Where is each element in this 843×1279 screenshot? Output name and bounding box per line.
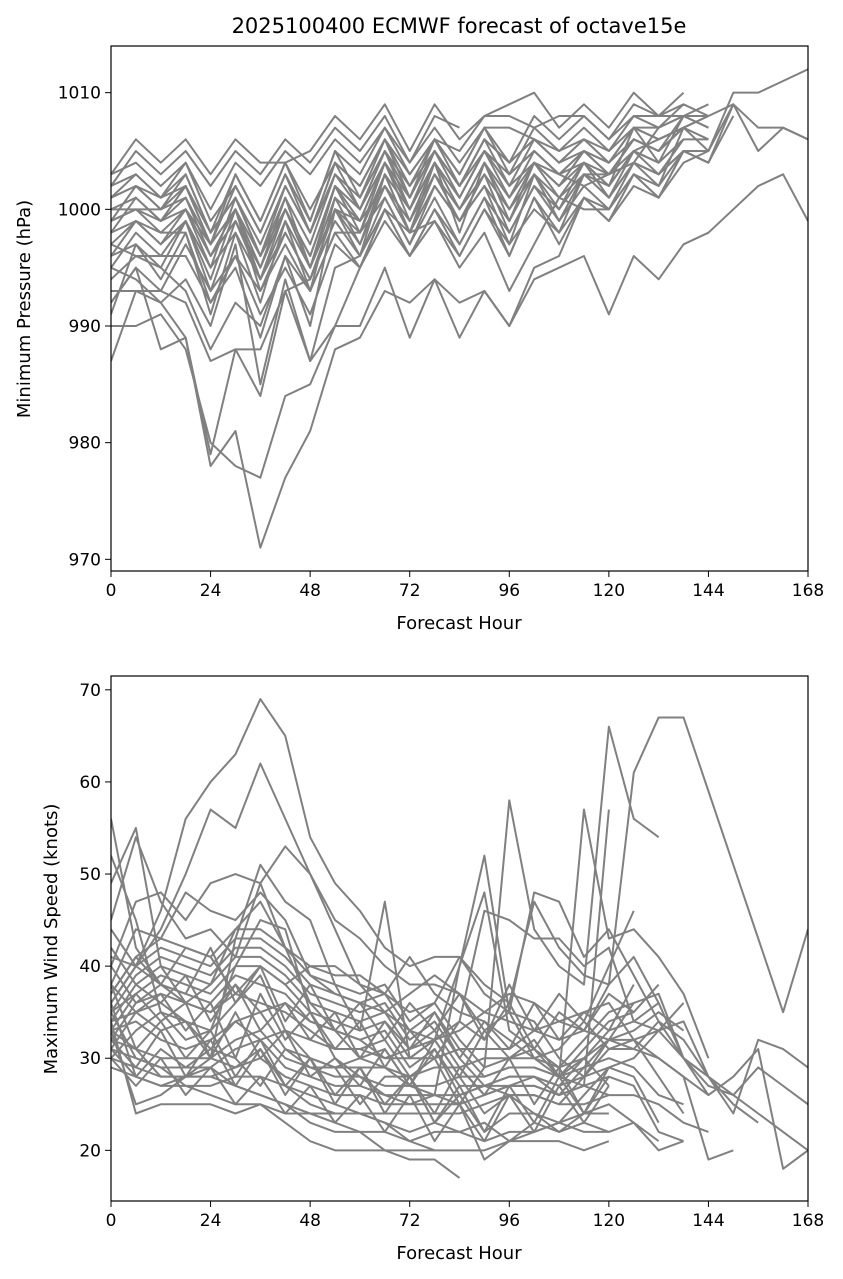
pressure-series-line <box>111 103 808 292</box>
wind-chart: 0 24 48 72 96 120 144 168 20 30 40 50 60 70 Forecast … <box>41 675 824 1264</box>
wind-x-tick-label: 72 <box>399 1211 421 1231</box>
wind-series-line <box>111 946 660 1087</box>
wind-y-tick-label: 30 <box>79 1049 101 1069</box>
wind-axes: 0 24 48 72 96 120 144 168 20 30 40 50 60 70 <box>79 675 824 1231</box>
pressure-series-line <box>111 138 685 281</box>
wind-series-line <box>111 983 808 1170</box>
wind-y-tick-label: 20 <box>79 1141 101 1161</box>
wind-y-tick-label: 50 <box>79 865 101 885</box>
pressure-y-tick-label: 1010 <box>58 84 101 104</box>
wind-x-axis-label: Forecast Hour <box>396 1243 522 1264</box>
pressure-plot-frame <box>110 45 809 572</box>
wind-series-group <box>111 698 808 1179</box>
wind-series-line <box>111 965 635 1069</box>
pressure-x-tick-label: 96 <box>498 581 520 601</box>
pressure-x-tick-label: 168 <box>792 581 824 601</box>
pressure-y-tick-label: 970 <box>69 550 101 570</box>
pressure-y-tick-label: 990 <box>69 317 101 337</box>
wind-series-line <box>111 947 635 1060</box>
pressure-y-tick-label: 980 <box>69 434 101 454</box>
chart-title: 2025100400 ECMWF forecast of octave15e <box>232 14 687 38</box>
wind-y-axis-label: Maximum Wind Speed (knots) <box>41 804 62 1075</box>
wind-x-tick-label: 144 <box>692 1211 724 1231</box>
wind-series-line <box>111 1029 610 1133</box>
wind-series-line <box>111 965 710 1115</box>
wind-series-line <box>111 1021 684 1152</box>
pressure-x-axis-label: Forecast Hour <box>396 613 522 634</box>
pressure-x-tick-label: 120 <box>593 581 625 601</box>
wind-x-tick-label: 168 <box>792 1211 824 1231</box>
wind-series-line <box>111 1011 435 1152</box>
wind-plot-frame <box>110 675 809 1202</box>
wind-series-line <box>111 891 759 1124</box>
pressure-x-tick-label: 48 <box>299 581 321 601</box>
wind-series-line <box>111 1048 610 1124</box>
pressure-series-line <box>111 173 808 549</box>
wind-x-tick-label: 120 <box>593 1211 625 1231</box>
pressure-x-tick-label: 72 <box>399 581 421 601</box>
pressure-series-line <box>111 68 808 479</box>
pressure-series-line <box>111 138 610 234</box>
wind-x-tick-label: 96 <box>498 1211 520 1231</box>
wind-series-line <box>111 1029 684 1106</box>
wind-series-line <box>111 928 635 1069</box>
wind-x-tick-label: 24 <box>200 1211 222 1231</box>
wind-y-tick-label: 60 <box>79 773 101 793</box>
wind-series-line <box>111 992 610 1161</box>
pressure-axes: 0 24 48 72 96 120 144 168 970 980 990 1000 1010 <box>58 45 824 601</box>
pressure-x-tick-label: 24 <box>200 581 222 601</box>
wind-series-line <box>111 910 635 1041</box>
wind-series-line <box>111 984 461 1179</box>
pressure-series-line <box>111 138 685 269</box>
wind-y-tick-label: 70 <box>79 681 101 701</box>
pressure-series-line <box>111 91 684 176</box>
pressure-y-tick-label: 1000 <box>58 200 101 220</box>
pressure-chart: 2025100400 ECMWF forecast of octave15e 0… <box>14 14 824 634</box>
wind-x-tick-label: 0 <box>106 1211 117 1231</box>
pressure-series-line <box>111 115 709 211</box>
wind-series-line <box>111 983 610 1087</box>
pressure-y-axis-label: Minimum Pressure (hPa) <box>14 200 35 418</box>
wind-series-line <box>111 1057 610 1143</box>
pressure-x-tick-label: 144 <box>692 581 724 601</box>
pressure-series-line <box>111 115 460 187</box>
pressure-series-group <box>111 68 808 549</box>
pressure-x-tick-label: 0 <box>106 581 117 601</box>
pressure-series-line <box>111 150 685 281</box>
wind-x-tick-label: 48 <box>299 1211 321 1231</box>
wind-y-tick-label: 40 <box>79 957 101 977</box>
wind-series-line <box>111 1011 685 1115</box>
